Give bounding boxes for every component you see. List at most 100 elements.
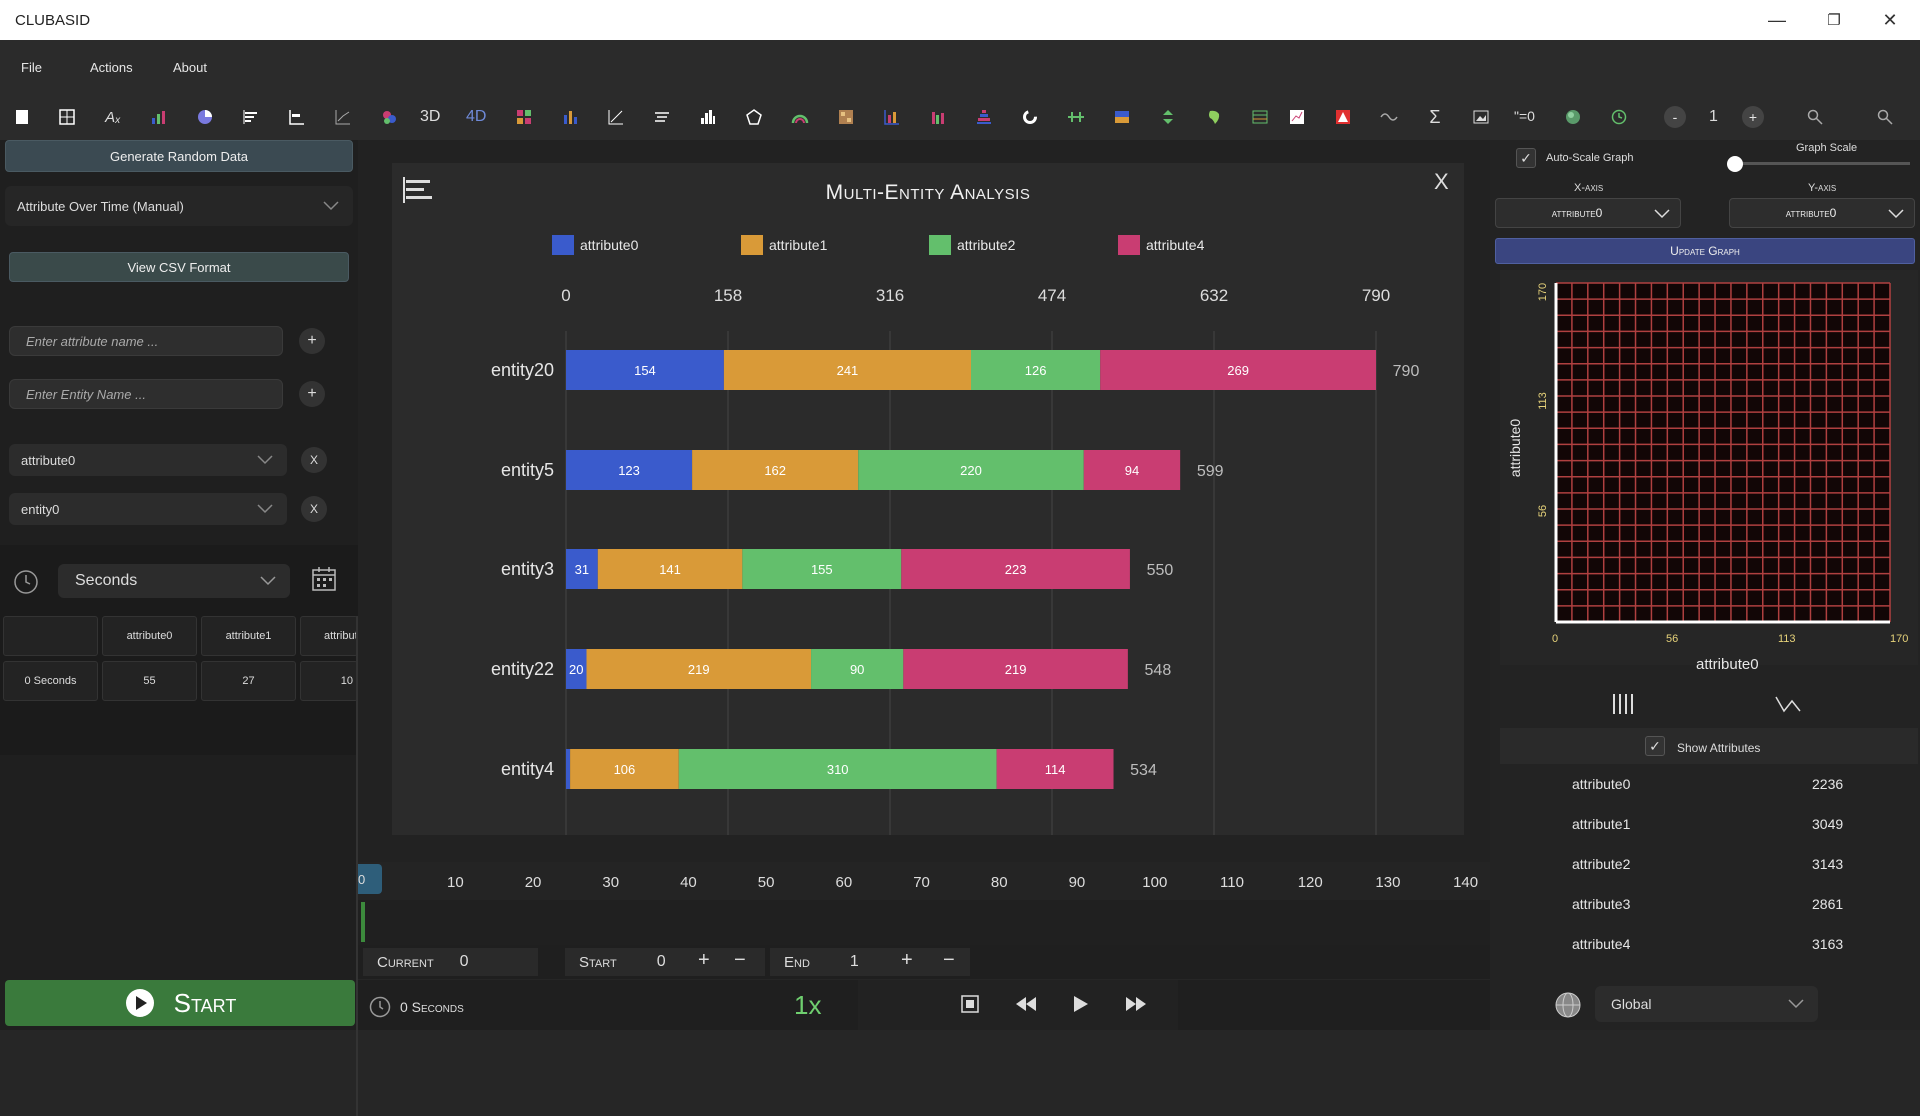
error-bar-icon[interactable] bbox=[1063, 104, 1089, 130]
bubble-icon[interactable] bbox=[376, 104, 402, 130]
remove-attribute-button[interactable]: X bbox=[301, 447, 327, 473]
clock-icon[interactable] bbox=[1606, 104, 1632, 130]
table-cell[interactable]: 10 bbox=[300, 661, 358, 701]
show-attributes-checkbox[interactable]: ✓ bbox=[1645, 736, 1665, 756]
legend-item[interactable]: attribute1 bbox=[741, 235, 827, 255]
bar-segment[interactable] bbox=[566, 450, 693, 490]
horizontal-bars-icon[interactable] bbox=[284, 104, 310, 130]
bar-segment[interactable] bbox=[971, 350, 1101, 390]
bar-chart-icon[interactable] bbox=[146, 104, 172, 130]
pie-icon[interactable] bbox=[192, 104, 218, 130]
grid-icon[interactable] bbox=[54, 104, 80, 130]
sigma-icon[interactable]: Σ bbox=[1429, 106, 1441, 127]
speed-value[interactable]: 1x bbox=[794, 990, 822, 1020]
attribute-row[interactable]: attribute4 3163 bbox=[1500, 926, 1920, 964]
line-chart-icon[interactable] bbox=[330, 104, 356, 130]
line-view-icon[interactable] bbox=[1774, 693, 1802, 720]
end-value[interactable]: 1 bbox=[849, 953, 859, 970]
graph-scale-track[interactable] bbox=[1735, 162, 1910, 165]
bar-view-icon[interactable] bbox=[1612, 693, 1636, 720]
bar-segment[interactable] bbox=[678, 749, 997, 789]
rewind-icon[interactable] bbox=[1015, 994, 1037, 1019]
4d-label[interactable]: 4D bbox=[466, 108, 487, 125]
close-chart-button[interactable]: X bbox=[1434, 169, 1449, 194]
attribute-name-input[interactable]: Enter attribute name ... bbox=[9, 326, 283, 356]
timeline-track[interactable] bbox=[358, 900, 1490, 948]
restore-icon[interactable]: ❐ bbox=[1827, 12, 1841, 29]
equation-label[interactable]: "=0 bbox=[1514, 108, 1535, 124]
stream-icon[interactable] bbox=[649, 104, 675, 130]
generate-random-data-button[interactable]: Generate Random Data bbox=[5, 140, 353, 172]
map-icon[interactable] bbox=[1201, 104, 1227, 130]
start-decrement-button[interactable]: − bbox=[734, 949, 746, 971]
diverge-icon[interactable] bbox=[1155, 104, 1181, 130]
attribute-row[interactable]: attribute3 2861 bbox=[1500, 886, 1920, 924]
bar-segment[interactable] bbox=[586, 649, 812, 689]
bar-segment[interactable] bbox=[566, 350, 724, 390]
histogram-icon[interactable] bbox=[695, 104, 721, 130]
wave-icon[interactable] bbox=[1376, 104, 1402, 130]
chart-type-icon[interactable] bbox=[402, 175, 434, 210]
polygon-icon[interactable] bbox=[741, 104, 767, 130]
zoom-out-icon[interactable] bbox=[1872, 104, 1898, 130]
bar-segment[interactable] bbox=[858, 450, 1084, 490]
stacked-icon[interactable] bbox=[879, 104, 905, 130]
auto-scale-checkbox[interactable]: ✓ bbox=[1516, 148, 1536, 168]
attribute-row[interactable]: attribute2 3143 bbox=[1500, 846, 1920, 884]
donut-icon[interactable] bbox=[1017, 104, 1043, 130]
clock-icon[interactable] bbox=[13, 569, 39, 600]
current-value[interactable]: 0 bbox=[459, 953, 469, 970]
image-icon[interactable] bbox=[1468, 104, 1494, 130]
view-csv-button[interactable]: View CSV Format bbox=[9, 252, 349, 282]
end-increment-button[interactable]: + bbox=[901, 949, 913, 971]
bar-segment[interactable] bbox=[742, 549, 902, 589]
fast-forward-icon[interactable] bbox=[1125, 994, 1147, 1019]
entity-name-input[interactable]: Enter Entity Name ... bbox=[9, 379, 283, 409]
new-file-icon[interactable] bbox=[9, 104, 35, 130]
bar-segment[interactable] bbox=[903, 649, 1128, 689]
region-select[interactable]: Global bbox=[1595, 986, 1818, 1022]
attribute-row[interactable]: attribute1 3049 bbox=[1500, 806, 1920, 844]
table-icon[interactable] bbox=[1247, 104, 1273, 130]
bar-segment[interactable] bbox=[692, 450, 859, 490]
bar-segment[interactable] bbox=[566, 749, 571, 789]
time-unit-select[interactable]: Seconds bbox=[58, 564, 290, 598]
add-entity-button[interactable]: + bbox=[299, 381, 325, 407]
arc-icon[interactable] bbox=[787, 104, 813, 130]
color-icon[interactable] bbox=[1560, 104, 1586, 130]
bar-segment[interactable] bbox=[597, 549, 743, 589]
alert-icon[interactable] bbox=[1330, 104, 1356, 130]
x-axis-select[interactable]: attribute0 bbox=[1495, 198, 1681, 228]
table-cell[interactable]: 27 bbox=[201, 661, 296, 701]
graph-scale-slider-thumb[interactable] bbox=[1727, 156, 1743, 172]
table-cell[interactable]: 55 bbox=[102, 661, 197, 701]
attribute-icon[interactable]: Aₓ bbox=[105, 108, 121, 126]
zoom-plus-button[interactable]: + bbox=[1742, 106, 1764, 128]
attribute-row[interactable]: attribute0 2236 bbox=[1500, 766, 1920, 804]
close-icon[interactable]: ✕ bbox=[1882, 9, 1898, 30]
mode-select[interactable]: Attribute Over Time (Manual) bbox=[5, 186, 353, 226]
minimize-icon[interactable]: — bbox=[1768, 9, 1786, 30]
bar-segment[interactable] bbox=[996, 749, 1114, 789]
y-axis-select[interactable]: attribute0 bbox=[1729, 198, 1915, 228]
menu-file[interactable]: File bbox=[21, 60, 42, 75]
pattern-icon[interactable] bbox=[833, 104, 859, 130]
stop-icon[interactable] bbox=[960, 994, 980, 1019]
legend-item[interactable]: attribute0 bbox=[552, 235, 638, 255]
pyramid-icon[interactable] bbox=[971, 104, 997, 130]
calendar-icon[interactable] bbox=[311, 566, 337, 597]
bar-segment[interactable] bbox=[1083, 450, 1181, 490]
zoom-minus-button[interactable]: - bbox=[1664, 106, 1686, 128]
line-axis-icon[interactable] bbox=[603, 104, 629, 130]
globe-icon[interactable] bbox=[1555, 992, 1581, 1023]
column-icon[interactable] bbox=[557, 104, 583, 130]
bar-segment[interactable] bbox=[566, 649, 587, 689]
menu-about[interactable]: About bbox=[173, 60, 207, 75]
timeline-marker[interactable]: 0 bbox=[358, 864, 382, 894]
start-increment-button[interactable]: + bbox=[698, 949, 710, 971]
play-icon[interactable] bbox=[1072, 994, 1090, 1019]
zoom-in-icon[interactable] bbox=[1802, 104, 1828, 130]
bar-segment[interactable] bbox=[566, 549, 598, 589]
remove-entity-button[interactable]: X bbox=[301, 496, 327, 522]
scatter-icon[interactable] bbox=[1284, 104, 1310, 130]
